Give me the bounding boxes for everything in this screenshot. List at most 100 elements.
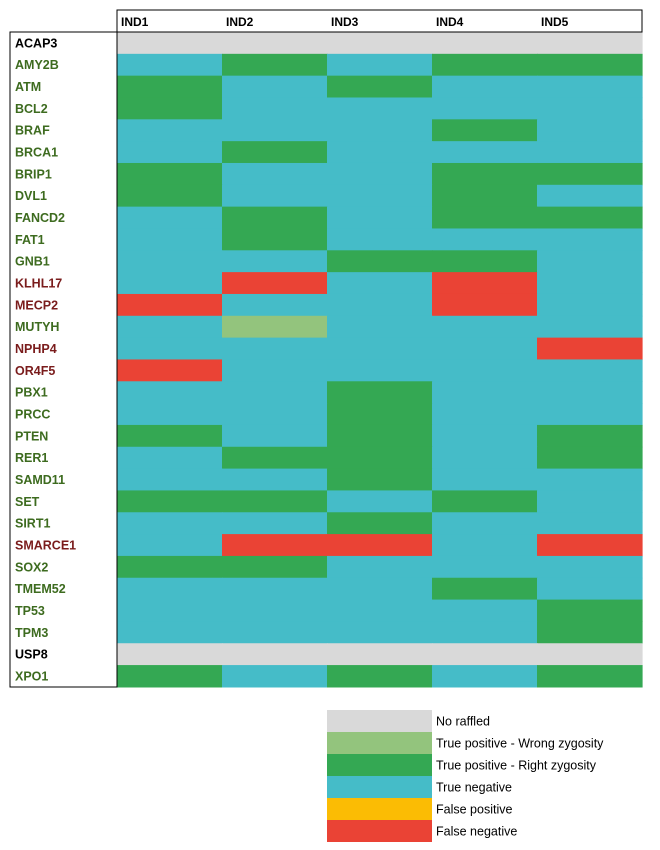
heatmap-cell (117, 97, 223, 120)
column-label: IND1 (121, 15, 149, 29)
heatmap-cell (327, 250, 433, 273)
heatmap-cell (117, 621, 223, 644)
heatmap-cell (222, 381, 328, 404)
heatmap-cell (537, 206, 643, 230)
heatmap-cell (432, 512, 538, 535)
row-label: SIRT1 (15, 517, 50, 531)
legend-label: No raffled (436, 715, 490, 729)
heatmap-cell (432, 272, 538, 295)
heatmap-cell (222, 184, 328, 208)
heatmap-cell (327, 665, 433, 688)
row-label: USP8 (15, 648, 48, 662)
row-label: BRCA1 (15, 146, 58, 160)
heatmap-cell (432, 315, 538, 339)
row-label: BCL2 (15, 102, 48, 116)
heatmap-cell (222, 643, 328, 666)
heatmap-cell (432, 141, 538, 164)
heatmap-cell (432, 534, 538, 557)
heatmap-cell (537, 490, 643, 513)
heatmap-cell (222, 141, 328, 164)
heatmap-cell (327, 315, 433, 339)
heatmap-cell (537, 315, 643, 339)
heatmap-cell (117, 53, 223, 77)
row-label-border (9, 31, 118, 688)
heatmap-cell (327, 228, 433, 251)
legend-swatch (327, 820, 432, 842)
heatmap-cell (432, 665, 538, 688)
heatmap-cell (117, 162, 223, 186)
heatmap-cell (117, 206, 223, 230)
heatmap-cell (537, 97, 643, 120)
heatmap-cell (222, 555, 328, 579)
legend-label: True positive - Wrong zygosity (436, 737, 604, 751)
heatmap-cell (432, 293, 538, 317)
heatmap-cell (537, 424, 643, 448)
row-label: TP53 (15, 604, 45, 618)
heatmap-cell (432, 555, 538, 579)
legend-label: False positive (436, 803, 512, 817)
row-label: BRIP1 (15, 167, 52, 181)
heatmap-cell (117, 337, 223, 361)
legend: No raffled True positive - Wrong zygosity… (327, 710, 604, 842)
row-label: GNB1 (15, 255, 50, 269)
heatmap-cell (327, 206, 433, 230)
heatmap-cell (432, 599, 538, 623)
heatmap-cell (222, 534, 328, 557)
heatmap-cell (327, 272, 433, 295)
heatmap-cell (327, 32, 433, 55)
heatmap-cell (327, 359, 433, 382)
row-label: SET (15, 495, 40, 509)
heatmap-cell (117, 315, 223, 339)
heatmap-cell (537, 643, 643, 666)
heatmap-cell (117, 32, 223, 55)
row-label: OR4F5 (15, 364, 55, 378)
heatmap-cell (222, 272, 328, 295)
column-header-border (116, 9, 643, 33)
heatmap-cell (222, 490, 328, 513)
heatmap-cell (537, 184, 643, 208)
heatmap-cell (537, 141, 643, 164)
row-labels: ACAP3 AMY2B ATM BCL2 BRAF BRCA1 BRIP1 DVL1 FANCD… (15, 36, 76, 683)
heatmap-cell (432, 403, 538, 426)
heatmap-cell (327, 381, 433, 404)
heatmap-cell (117, 403, 223, 426)
heatmap-cell (117, 359, 223, 382)
heatmap-cell (117, 75, 223, 99)
heatmap-cell (117, 446, 223, 470)
row-label: AMY2B (15, 58, 59, 72)
heatmap-cell (222, 337, 328, 361)
heatmap-cell (327, 424, 433, 448)
heatmap-cell (327, 446, 433, 470)
row-label: TMEM52 (15, 582, 66, 596)
heatmap-cell (432, 119, 538, 142)
heatmap-cell (327, 119, 433, 142)
heatmap-cell (537, 162, 643, 186)
heatmap-cell (222, 53, 328, 77)
heatmap-cell (222, 359, 328, 382)
row-label: TPM3 (15, 626, 48, 640)
legend-label: True positive - Right zygosity (436, 759, 597, 773)
heatmap-cell (327, 490, 433, 513)
heatmap-cell (222, 119, 328, 142)
legend-swatch (327, 732, 432, 754)
heatmap-cell (222, 577, 328, 601)
legend-swatch (327, 798, 432, 820)
heatmap-cell (222, 162, 328, 186)
heatmap-cell (222, 250, 328, 273)
heatmap-cell (222, 599, 328, 623)
heatmap-cell (537, 53, 643, 77)
heatmap-cell (432, 643, 538, 666)
row-label: SAMD11 (15, 473, 65, 487)
heatmap-cell (432, 75, 538, 99)
heatmap-cell (327, 599, 433, 623)
heatmap-cell (117, 119, 223, 142)
heatmap-cell (432, 621, 538, 644)
row-label: PBX1 (15, 386, 48, 400)
row-label: RER1 (15, 451, 48, 465)
heatmap-cell (537, 403, 643, 426)
heatmap-cell (117, 534, 223, 557)
heatmap-cell (537, 272, 643, 295)
row-label: PTEN (15, 429, 48, 443)
heatmap-cell (432, 337, 538, 361)
heatmap-cell (222, 228, 328, 251)
